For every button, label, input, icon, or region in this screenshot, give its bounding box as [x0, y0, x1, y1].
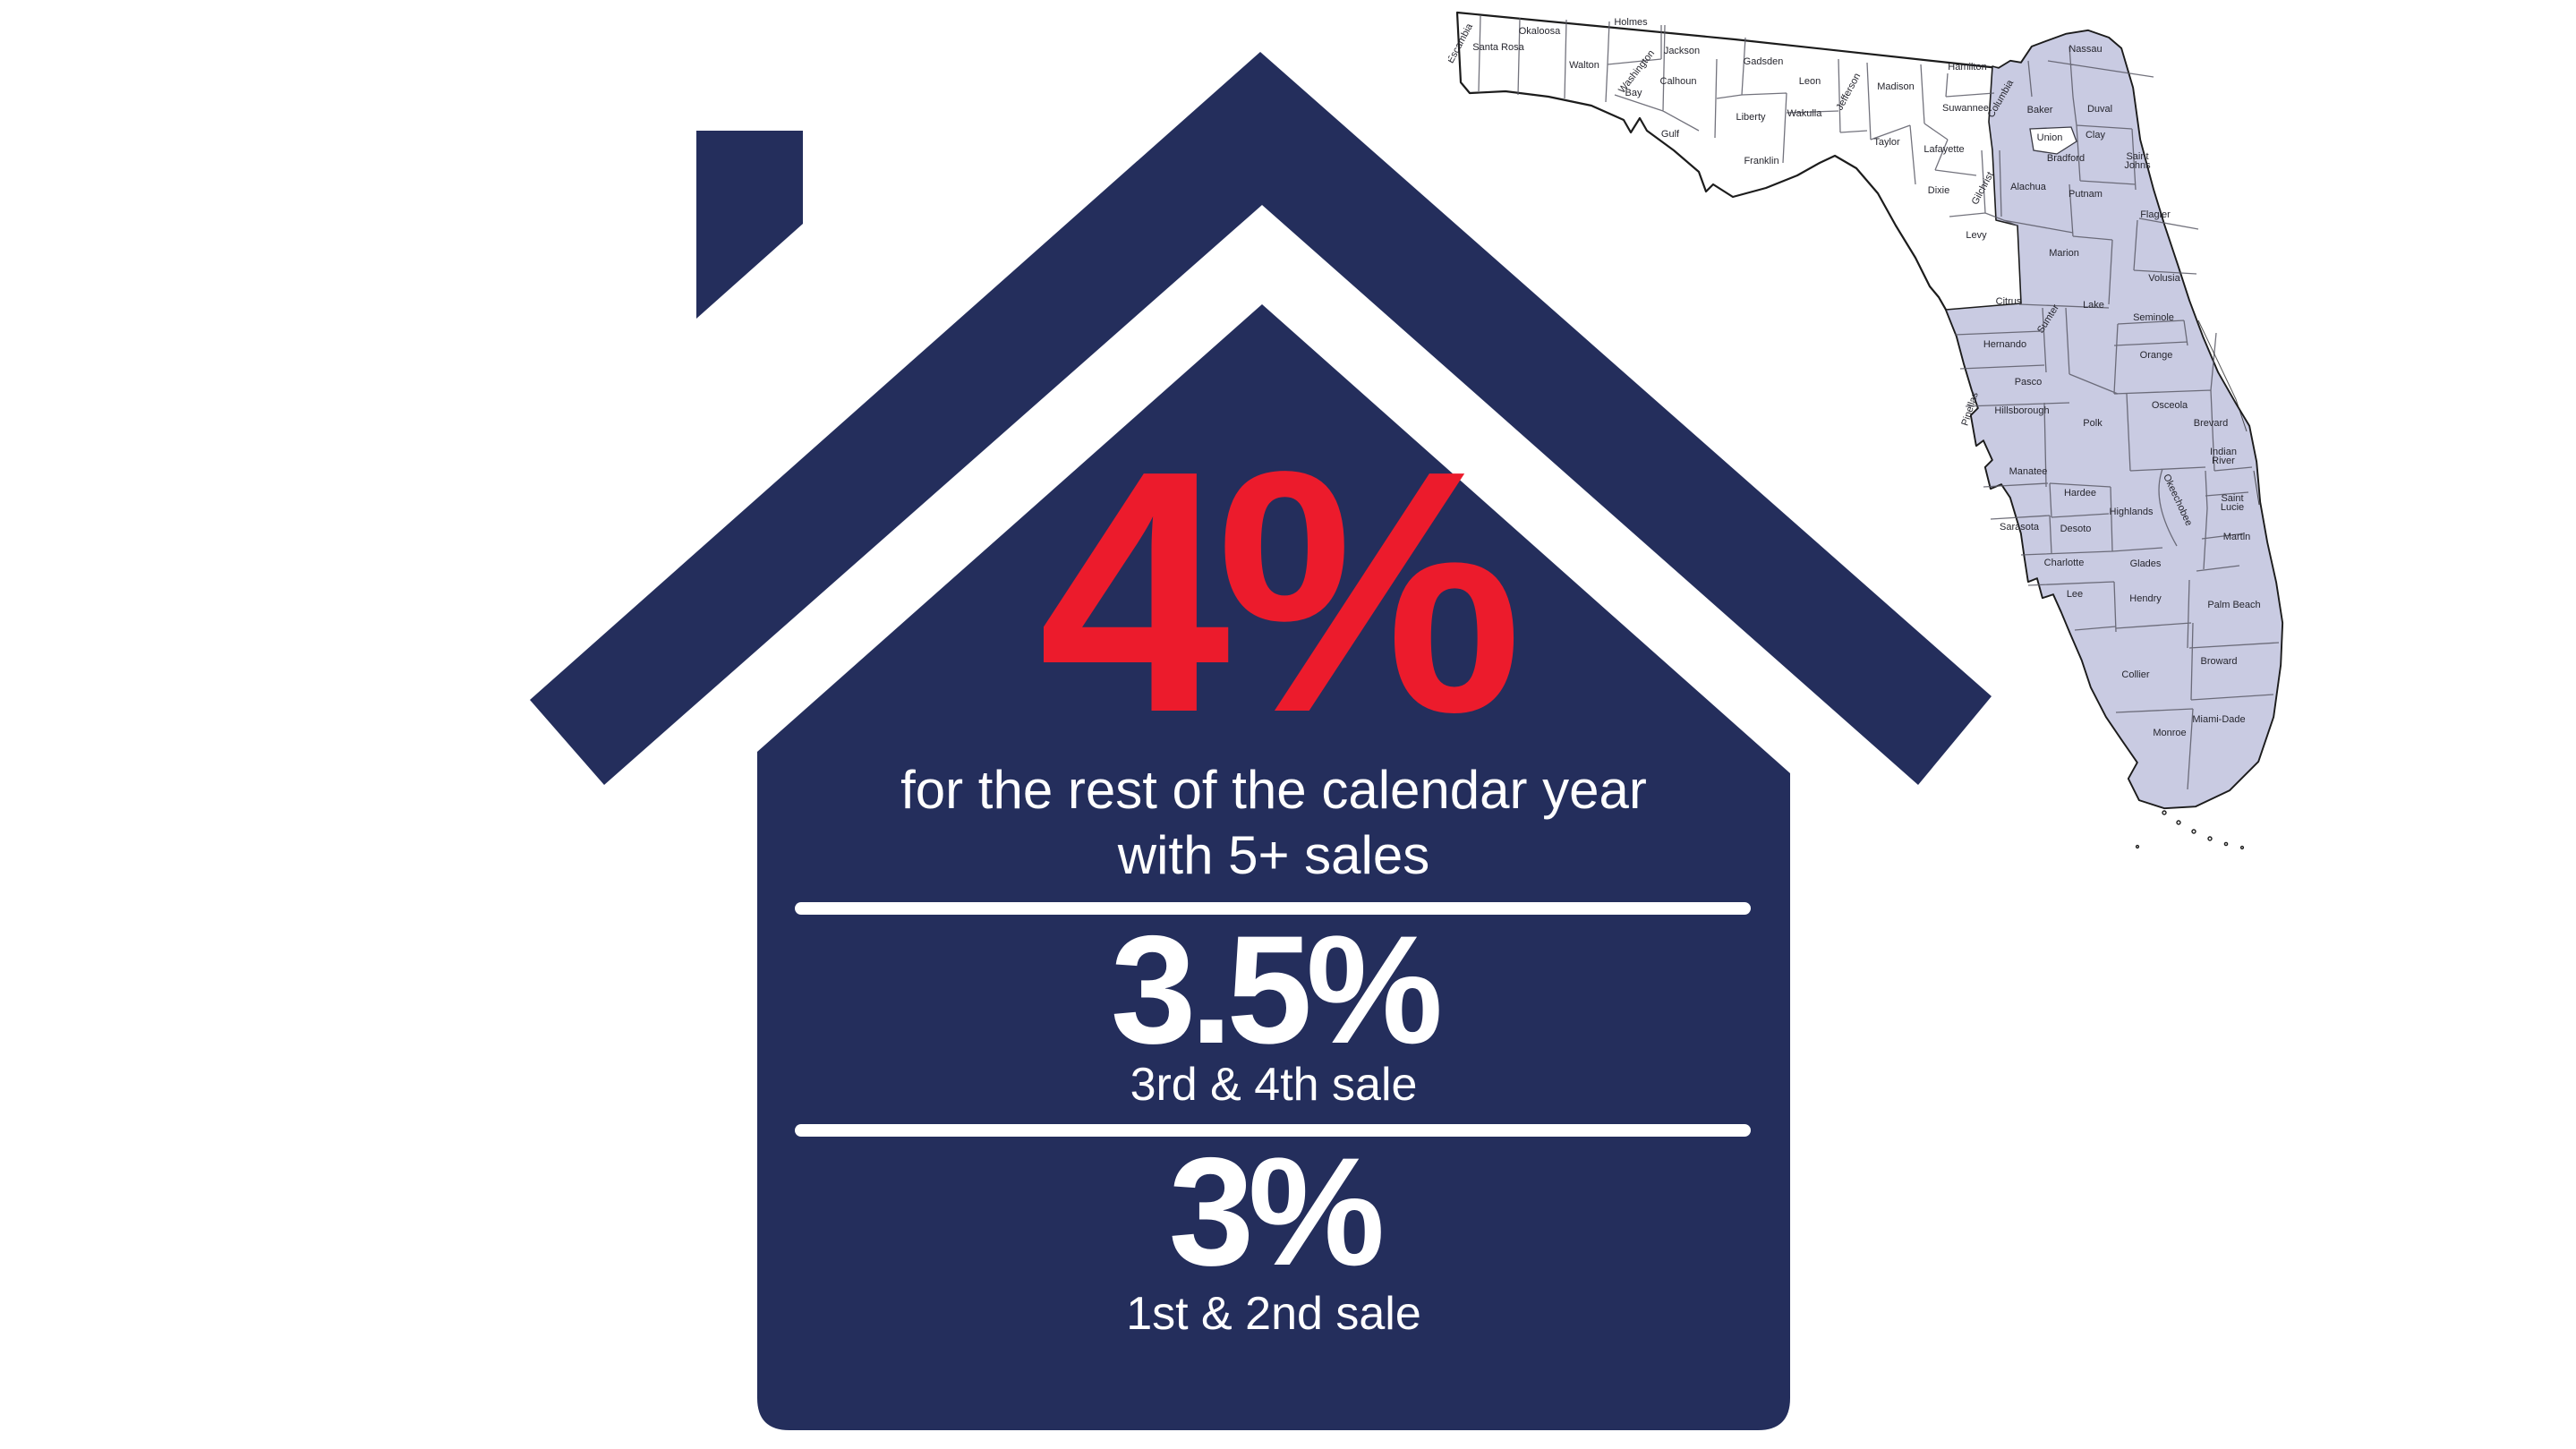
county-label-hillsborough: Hillsborough: [1994, 405, 2049, 416]
tier1-description-line1: for the rest of the calendar year: [900, 760, 1647, 820]
county-label-taylor: Taylor: [1873, 137, 1900, 148]
county-label-union: Union: [2037, 132, 2063, 143]
county-label-sarasota: Sarasota: [2000, 522, 2040, 533]
house-roof-icon: [530, 52, 1992, 785]
county-label-seminole: Seminole: [2133, 312, 2174, 323]
tier2-label: 3rd & 4th sale: [1130, 1059, 1418, 1111]
county-label-okaloosa: Okaloosa: [1519, 26, 1561, 37]
county-label-dixie: Dixie: [1928, 185, 1949, 196]
county-label-alachua: Alachua: [2010, 182, 2047, 192]
county-label-brevard: Brevard: [2194, 418, 2229, 429]
county-label-franklin: Franklin: [1744, 156, 1778, 166]
county-label-flagler: Flagler: [2140, 209, 2171, 220]
house-chimney-icon: [696, 131, 803, 319]
tier-divider-1: [795, 902, 1751, 915]
county-label-madison: Madison: [1877, 81, 1915, 92]
county-label-miami-dade: Miami-Dade: [2192, 714, 2245, 725]
county-label-osceola: Osceola: [2152, 400, 2188, 411]
county-label-clay: Clay: [2086, 130, 2106, 141]
county-label-calhoun: Calhoun: [1660, 76, 1697, 87]
county-label-leon: Leon: [1799, 76, 1821, 87]
tier1-description-line2: with 5+ sales: [1117, 825, 1430, 886]
county-label-levy: Levy: [1966, 230, 1987, 241]
county-label-charlotte: Charlotte: [2044, 558, 2085, 568]
county-label-hendry: Hendry: [2129, 593, 2162, 604]
county-label-saint-lucie: Saint Lucie: [2221, 493, 2244, 513]
county-label-hardee: Hardee: [2064, 488, 2096, 499]
union-county-enclave: [2029, 126, 2077, 155]
county-label-manatee: Manatee: [2009, 466, 2048, 477]
county-label-glades: Glades: [2130, 558, 2162, 569]
shaded-counties-region: [1945, 30, 2283, 809]
tier3-label: 1st & 2nd sale: [1126, 1288, 1421, 1340]
county-label-baker: Baker: [2027, 105, 2053, 115]
county-label-wakulla: Wakulla: [1787, 108, 1823, 119]
tier3-rate: 3%: [1168, 1126, 1386, 1298]
county-label-holmes: Holmes: [1614, 17, 1648, 28]
county-label-bradford: Bradford: [2047, 153, 2085, 164]
county-label-gadsden: Gadsden: [1744, 56, 1784, 67]
county-label-putnam: Putnam: [2068, 189, 2103, 200]
county-label-collier: Collier: [2121, 669, 2150, 680]
county-borders: [1478, 15, 2280, 790]
county-label-gulf: Gulf: [1661, 129, 1680, 140]
county-label-palm-beach: Palm Beach: [2207, 600, 2260, 610]
coastal-lagoon-line: [2197, 320, 2260, 506]
county-label-santa-rosa: Santa Rosa: [1472, 42, 1524, 53]
county-label-bay: Bay: [1625, 88, 1642, 98]
county-label-citrus: Citrus: [1996, 296, 2022, 307]
county-label-hamilton: Hamilton: [1948, 62, 1986, 72]
county-label-walton: Walton: [1569, 60, 1599, 71]
county-label-suwannee: Suwannee: [1942, 103, 1989, 114]
house-body: [757, 304, 1790, 1430]
florida-keys-icon: [2135, 810, 2245, 850]
county-label-duval: Duval: [2087, 104, 2112, 115]
county-label-highlands: Highlands: [2110, 507, 2154, 517]
county-label-lee: Lee: [2067, 589, 2083, 600]
county-label-jackson: Jackson: [1664, 46, 1700, 56]
tier1-description: for the rest of the calendar year with 5…: [757, 757, 1790, 888]
tier-divider-2: [795, 1124, 1751, 1137]
county-label-monroe: Monroe: [2153, 728, 2186, 738]
county-label-nassau: Nassau: [2068, 44, 2102, 55]
tier1-rate: 4%: [1038, 398, 1523, 784]
county-label-hernando: Hernando: [1983, 339, 2026, 350]
county-label-marion: Marion: [2049, 248, 2079, 259]
county-label-martin: Martin: [2223, 532, 2251, 542]
county-label-saint-johns: Saint Johns: [2124, 151, 2151, 171]
county-label-orange: Orange: [2140, 350, 2173, 361]
county-label-broward: Broward: [2201, 656, 2238, 667]
county-label-desoto: Desoto: [2060, 524, 2092, 534]
county-label-polk: Polk: [2083, 418, 2103, 429]
county-label-liberty: Liberty: [1736, 112, 1766, 123]
county-label-indian-river: Indian River: [2210, 447, 2237, 466]
tier2-rate: 3.5%: [1110, 904, 1443, 1076]
county-label-lafayette: Lafayette: [1923, 144, 1964, 155]
county-label-volusia: Volusia: [2148, 273, 2180, 284]
county-label-pasco: Pasco: [2015, 377, 2043, 388]
county-label-lake: Lake: [2083, 300, 2104, 311]
